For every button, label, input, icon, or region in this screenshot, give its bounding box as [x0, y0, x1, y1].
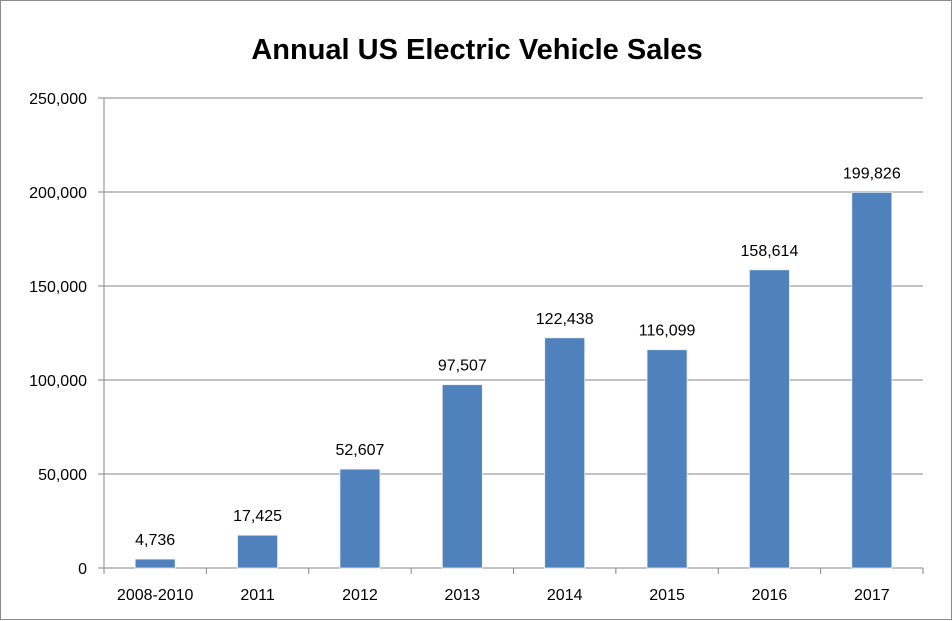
- bar-2016: [749, 269, 790, 569]
- data-label: 116,099: [639, 323, 696, 340]
- y-tick-label: 250,000: [29, 91, 87, 108]
- x-tick-label: 2016: [752, 587, 788, 604]
- y-tick-label: 50,000: [38, 467, 87, 484]
- x-tick-label: 2012: [342, 587, 378, 604]
- data-label: 199,826: [843, 165, 901, 182]
- bar-2013: [441, 384, 483, 569]
- data-label: 158,614: [741, 243, 799, 260]
- bar-2015: [646, 349, 688, 569]
- data-label: 122,438: [536, 311, 594, 328]
- y-tick-label: 150,000: [29, 279, 87, 296]
- bar-2011: [237, 534, 278, 569]
- x-tick-label: 2015: [649, 587, 685, 604]
- x-tick-label: 2011: [240, 587, 275, 604]
- y-tick-label: 100,000: [29, 373, 87, 390]
- data-label: 17,425: [233, 508, 282, 525]
- x-tick-label: 2017: [854, 587, 890, 604]
- y-tick-label: 0: [78, 561, 87, 578]
- x-tick-label: 2014: [547, 587, 583, 604]
- bar-2014: [544, 337, 586, 569]
- data-label: 4,736: [135, 532, 175, 549]
- bar-2012: [339, 468, 381, 569]
- x-tick-label: 2013: [445, 587, 481, 604]
- bar-2008-2010: [134, 558, 176, 569]
- x-tick-label: 2008-2010: [117, 587, 194, 604]
- y-tick-label: 200,000: [29, 185, 87, 202]
- chart-title: Annual US Electric Vehicle Sales: [251, 34, 702, 66]
- data-label: 52,607: [335, 442, 384, 459]
- bar-2017: [851, 191, 893, 569]
- data-label: 97,507: [438, 358, 487, 375]
